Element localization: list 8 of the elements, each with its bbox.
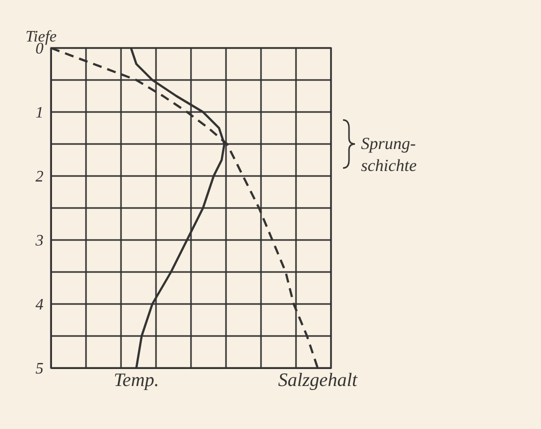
series-label: Salzgehalt	[278, 370, 358, 391]
y-tick-label: 4	[36, 296, 44, 314]
series-label: Temp.	[114, 370, 159, 391]
y-tick-label: 3	[34, 232, 44, 250]
text: Sprung- schichte	[361, 134, 418, 175]
y-tick-label: 2	[36, 168, 44, 186]
y-tick-label: 1	[36, 104, 44, 122]
y-tick-label: 5	[36, 360, 44, 378]
